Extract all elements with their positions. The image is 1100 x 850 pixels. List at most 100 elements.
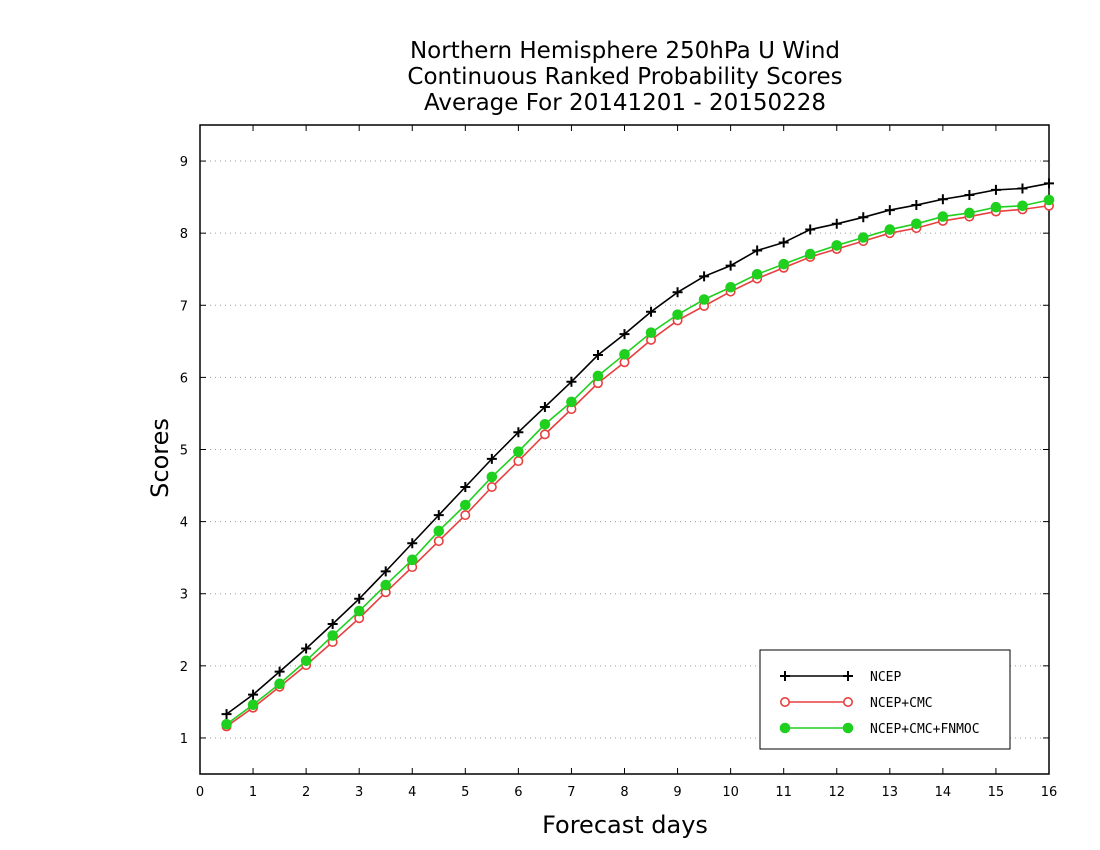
data-point: [645, 327, 657, 338]
chart-title-line: Continuous Ranked Probability Scores: [407, 64, 842, 90]
data-point: [619, 329, 630, 340]
data-point: [884, 224, 896, 235]
data-point: [513, 446, 524, 457]
data-point: [539, 429, 550, 440]
data-point: [380, 566, 391, 577]
data-point: [247, 699, 259, 711]
x-tick-label: 0: [196, 785, 204, 800]
x-tick-label: 16: [1041, 785, 1058, 800]
chart-title-line: Northern Hemisphere 250hPa U Wind: [410, 38, 840, 64]
x-tick-label: 1: [249, 785, 257, 800]
y-tick-label: 9: [180, 155, 188, 170]
data-point: [725, 281, 736, 293]
data-point: [460, 499, 471, 511]
data-point: [857, 232, 869, 243]
legend: NCEP NCEP+CMC NCEP+CMC+FNMOC: [759, 649, 1011, 750]
data-point: [751, 268, 763, 280]
legend-box: [759, 649, 1011, 750]
chart-title: Northern Hemisphere 250hPa U WindContinu…: [407, 38, 842, 116]
data-point: [380, 579, 392, 591]
data-point: [274, 666, 285, 677]
data-point: [725, 260, 736, 271]
x-tick-label: 5: [461, 785, 469, 800]
x-tick-label: 13: [882, 785, 899, 800]
data-point: [248, 689, 259, 700]
data-point: [990, 184, 1001, 195]
data-point: [592, 350, 603, 361]
data-point: [407, 538, 418, 549]
x-tick-label: 3: [355, 785, 363, 800]
legend-label: NCEP: [870, 670, 901, 685]
data-point: [354, 593, 365, 604]
data-point: [1043, 194, 1055, 206]
x-tick-label: 7: [567, 785, 575, 800]
legend-marker: [779, 696, 790, 707]
data-point: [805, 224, 816, 235]
x-tick-label: 11: [775, 785, 792, 800]
data-point: [433, 536, 444, 547]
data-point: [646, 306, 657, 317]
y-tick-label: 1: [180, 732, 188, 747]
y-axis-label: Scores: [146, 418, 174, 498]
legend-label: NCEP+CMC: [870, 696, 933, 711]
series-ncep: [221, 178, 1054, 720]
data-point: [300, 655, 312, 667]
data-point: [804, 248, 816, 260]
x-tick-label: 14: [935, 785, 952, 800]
series-line: [226, 204, 1050, 728]
y-tick-label: 4: [180, 516, 188, 531]
x-tick-label: 2: [302, 785, 310, 800]
data-point: [566, 396, 577, 408]
data-point: [858, 212, 869, 223]
x-tick-label: 8: [620, 785, 628, 800]
data-point: [566, 376, 577, 387]
legend-marker: [842, 696, 853, 707]
data-point: [592, 370, 604, 382]
data-point: [406, 554, 418, 566]
y-tick-label: 8: [180, 227, 188, 242]
data-point: [699, 271, 710, 282]
data-point: [486, 471, 498, 483]
data-point: [433, 510, 444, 521]
data-point: [539, 401, 550, 412]
data-point: [672, 309, 683, 320]
x-tick-label: 4: [408, 785, 416, 800]
data-point: [433, 525, 445, 537]
series-group: [221, 178, 1055, 732]
data-point: [778, 237, 789, 248]
data-point: [513, 427, 524, 438]
data-point: [539, 418, 551, 430]
x-tick-label: 15: [988, 785, 1005, 800]
data-point: [353, 605, 365, 617]
legend-marker: [780, 671, 790, 681]
x-tick-label: 6: [514, 785, 522, 800]
data-point: [486, 481, 497, 492]
legend-label: NCEP+CMC+FNMOC: [870, 722, 980, 737]
x-axis-label: Forecast days: [542, 811, 708, 839]
y-axis-ticks: 1 2 3 4 5 6 7 8 9: [180, 155, 1049, 747]
y-tick-label: 5: [180, 444, 188, 459]
data-point: [937, 211, 949, 222]
y-tick-label: 6: [180, 371, 188, 386]
series-ncep-cmc-fnmoc: [221, 194, 1055, 730]
data-point: [513, 456, 524, 467]
data-point: [460, 481, 471, 492]
data-point: [327, 619, 338, 630]
data-point: [884, 205, 895, 216]
data-point: [752, 245, 763, 256]
data-point: [327, 630, 338, 641]
data-point: [1017, 183, 1028, 194]
data-point: [831, 218, 842, 229]
series-line: [226, 182, 1050, 715]
data-point: [619, 349, 630, 360]
x-axis-ticks: 0 1 2 3 4 5 6 7 8 9 10 11 12 13 14 15 16: [196, 125, 1057, 800]
data-point: [672, 287, 683, 298]
data-point: [301, 643, 312, 654]
data-point: [990, 201, 1002, 213]
y-tick-label: 7: [180, 299, 188, 314]
series-line: [226, 199, 1050, 725]
data-point: [831, 240, 843, 251]
y-tick-label: 2: [180, 660, 188, 675]
data-point: [274, 678, 285, 690]
